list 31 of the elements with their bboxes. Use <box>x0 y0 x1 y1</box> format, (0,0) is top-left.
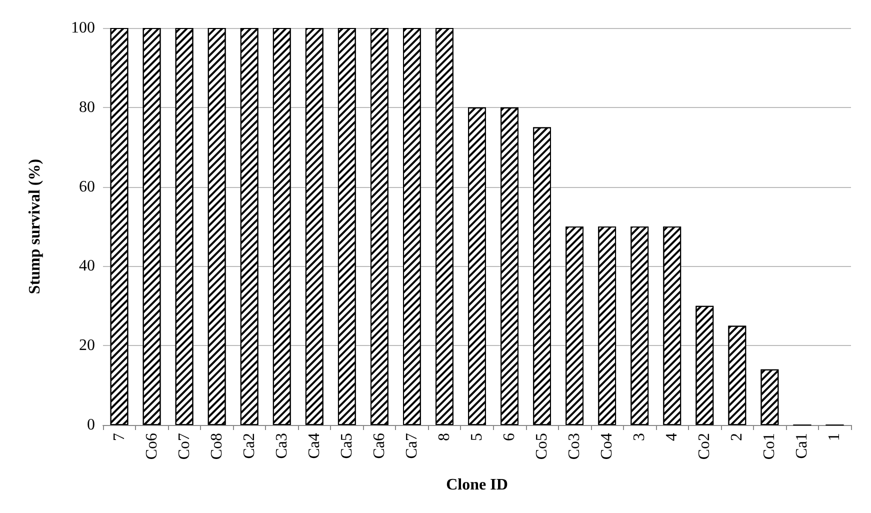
x-tick-label: Ca2 <box>240 433 258 459</box>
x-tick-label: 5 <box>468 433 486 441</box>
x-tick-label: Co5 <box>534 433 551 460</box>
y-tick-label: 80 <box>79 98 95 116</box>
x-tick-label: Co7 <box>176 433 193 460</box>
y-axis-title: Stump survival (%) <box>26 158 44 294</box>
x-tick-label: Co1 <box>761 433 778 460</box>
x-axis-title: Clone ID <box>446 476 508 494</box>
x-tick-label: Ca3 <box>273 433 290 459</box>
x-tick-label: 7 <box>110 433 128 441</box>
y-tick-label: 0 <box>87 416 95 434</box>
x-tick-label: 8 <box>436 433 453 441</box>
x-tick-label: Co4 <box>598 433 616 460</box>
x-tick-label: Co8 <box>208 433 226 460</box>
y-tick-label: 60 <box>79 178 95 196</box>
x-tick-label: 6 <box>501 433 518 441</box>
x-tick-label: Ca7 <box>403 433 420 459</box>
x-tick-label: Ca6 <box>370 433 388 459</box>
x-tick-label: 3 <box>631 433 648 441</box>
y-tick-label: 20 <box>79 337 95 354</box>
x-tick-label: Ca5 <box>338 433 356 459</box>
x-tick-label: 4 <box>664 433 681 441</box>
x-tick-label: 1 <box>826 433 844 441</box>
y-tick-label: 40 <box>79 258 95 275</box>
y-tick-label: 100 <box>71 20 95 36</box>
x-tick-label: Ca1 <box>794 433 811 459</box>
x-tick-label: Co3 <box>566 433 584 460</box>
x-tick-label: Ca4 <box>306 433 323 459</box>
x-tick-label: Co2 <box>696 433 714 460</box>
x-tick-label: Co6 <box>143 433 160 460</box>
x-tick-label: 2 <box>728 433 746 441</box>
